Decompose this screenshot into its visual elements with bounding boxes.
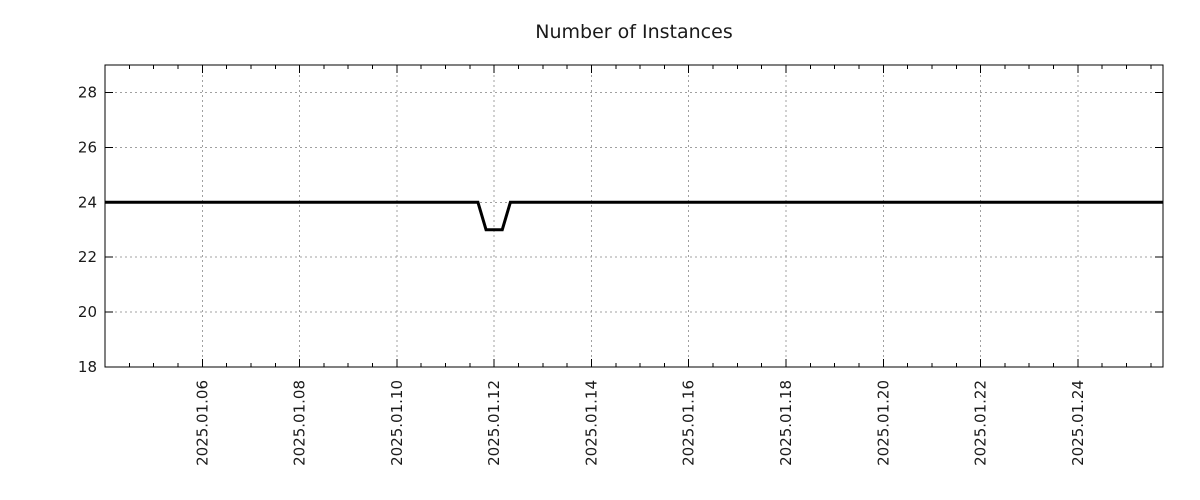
x-tick-label: 2025.01.14 [582, 380, 600, 466]
axis-labels: 18 20 22 24 26 28 2025.01.06 2025.01.08 2025.01.… [78, 83, 1087, 465]
x-tick-label: 2025.01.22 [972, 380, 990, 466]
series-line-instances [105, 200, 1163, 232]
y-tick-label: 20 [78, 303, 97, 321]
y-tick-label: 18 [78, 358, 97, 376]
x-tick-label: 2025.01.06 [193, 380, 211, 466]
x-tick-label: 2025.01.10 [388, 380, 406, 466]
y-tick-label: 24 [78, 193, 97, 211]
y-tick-label: 26 [78, 138, 97, 156]
y-tick-label: 28 [78, 83, 97, 101]
x-tick-label: 2025.01.18 [777, 380, 795, 466]
x-tick-label: 2025.01.24 [1069, 380, 1087, 466]
x-tick-label: 2025.01.20 [874, 380, 892, 466]
y-tick-label: 22 [78, 248, 97, 266]
x-tick-label: 2025.01.08 [291, 380, 309, 466]
gridlines [105, 65, 1163, 367]
plot-border [104, 64, 1164, 368]
axis-ticks [105, 65, 1163, 368]
x-tick-label: 2025.01.12 [485, 380, 503, 466]
chart-title: Number of Instances [535, 21, 732, 43]
x-tick-label: 2025.01.16 [680, 380, 698, 466]
